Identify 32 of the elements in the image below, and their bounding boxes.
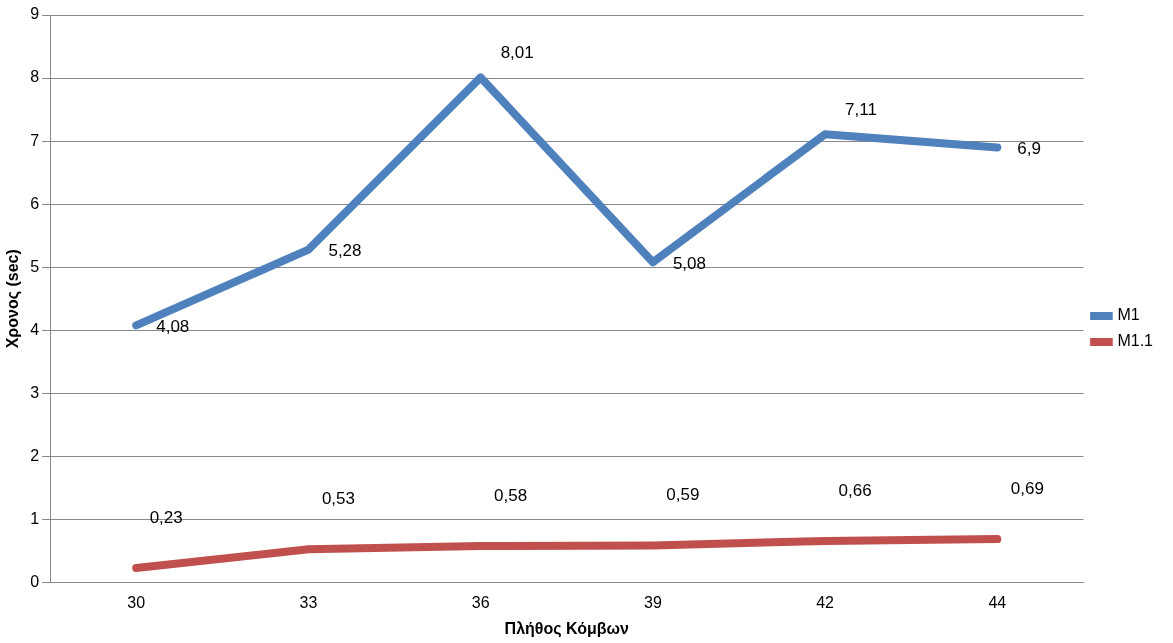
x-tick-label: 42: [816, 593, 835, 611]
x-tick-label: 39: [643, 593, 662, 611]
data-label: 4,08: [156, 316, 190, 336]
y-axis-title: Χρονος (sec): [4, 249, 23, 349]
y-tick-label: 0: [30, 573, 40, 591]
y-tick-label: 1: [30, 509, 40, 527]
x-axis-title: Πλήθος Κόμβων: [504, 619, 630, 638]
legend-label: M1: [1117, 306, 1140, 324]
y-tick-label: 7: [30, 131, 40, 149]
data-label: 5,28: [328, 241, 362, 261]
x-tick-label: 33: [299, 593, 318, 611]
y-tick-label: 9: [30, 5, 40, 23]
data-label: 5,08: [672, 253, 706, 273]
data-label: 8,01: [500, 43, 534, 63]
y-tick-label: 4: [30, 320, 40, 338]
y-tick-label: 2: [30, 446, 40, 464]
y-tick-label: 8: [30, 68, 40, 86]
data-label: 0,53: [321, 488, 355, 508]
data-label: 0,59: [666, 485, 700, 505]
legend-label: M1.1: [1117, 332, 1154, 350]
y-tick-label: 6: [30, 194, 40, 212]
y-tick-label: 5: [30, 257, 40, 275]
x-tick-label: 30: [127, 593, 146, 611]
data-label: 7,11: [845, 99, 877, 119]
data-label: 0,58: [494, 485, 528, 505]
data-label: 0,66: [838, 480, 872, 500]
data-label: 6,9: [1017, 139, 1041, 159]
data-label: 0,69: [1010, 478, 1044, 498]
x-tick-label: 36: [471, 593, 490, 611]
y-tick-label: 3: [30, 383, 40, 401]
x-tick-label: 44: [988, 593, 1007, 611]
data-label: 0,23: [149, 507, 183, 527]
